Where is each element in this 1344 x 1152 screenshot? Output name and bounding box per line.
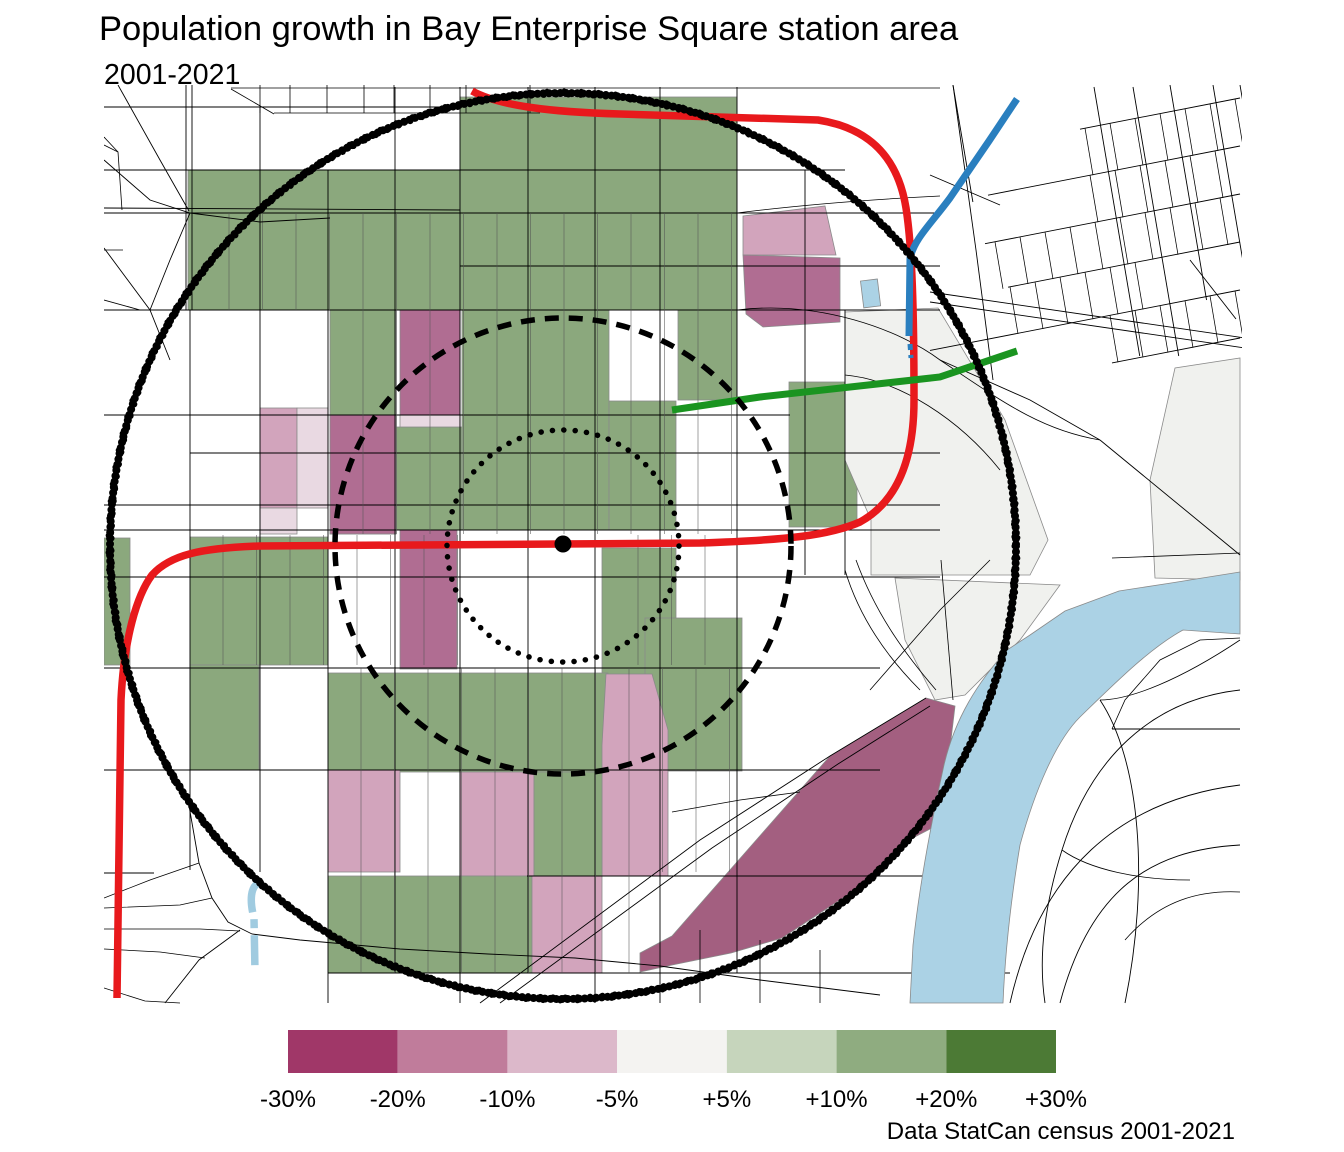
svg-text:+30%: +30% — [1025, 1086, 1087, 1113]
svg-text:2001-2021: 2001-2021 — [104, 59, 240, 91]
svg-text:Population growth in Bay Enter: Population growth in Bay Enterprise Squa… — [99, 10, 959, 48]
svg-text:-20%: -20% — [370, 1086, 426, 1113]
svg-text:Data StatCan census 2001-2021: Data StatCan census 2001-2021 — [887, 1118, 1235, 1145]
svg-text:-10%: -10% — [479, 1086, 535, 1113]
svg-text:-30%: -30% — [260, 1086, 316, 1113]
svg-text:-5%: -5% — [596, 1086, 639, 1113]
svg-text:+10%: +10% — [806, 1086, 868, 1113]
svg-text:+5%: +5% — [703, 1086, 752, 1113]
svg-text:+20%: +20% — [915, 1086, 977, 1113]
